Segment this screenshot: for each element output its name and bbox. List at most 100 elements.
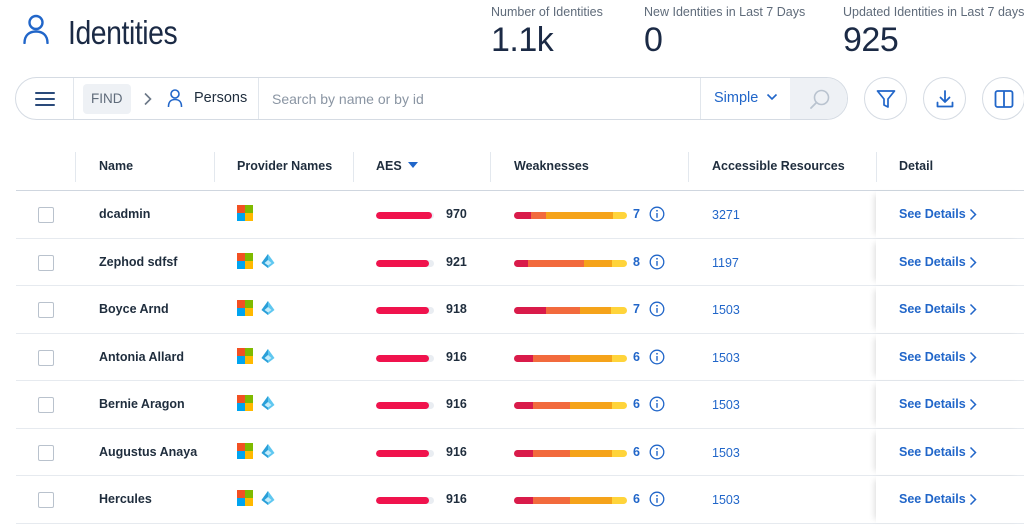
aes-bar-fill [376, 497, 429, 504]
table-row[interactable]: dcadmin 970 7 3271 See Details [16, 191, 1024, 239]
see-details-link[interactable]: See Details [899, 444, 966, 459]
column-header-provider-names[interactable]: Provider Names [237, 159, 333, 173]
aes-score: 916 [446, 349, 467, 364]
info-icon[interactable] [649, 301, 665, 317]
table-row[interactable]: Bernie Aragon 916 6 1503 See Details [16, 381, 1024, 429]
aes-bar-fill [376, 259, 430, 267]
filter-button[interactable] [864, 77, 907, 120]
weakness-segment [514, 449, 534, 457]
see-details-link[interactable]: See Details [899, 492, 966, 506]
stat-value: 1.1k [491, 21, 554, 59]
column-header-weaknesses[interactable]: Weaknesses [514, 159, 589, 173]
see-details-link[interactable]: See Details [899, 207, 966, 221]
menu-button[interactable] [16, 78, 73, 119]
stat-value: 0 [644, 21, 663, 59]
table-row[interactable]: Antonia Allard 916 6 1503 See Details [16, 333, 1024, 381]
chevron-right-icon[interactable] [968, 351, 978, 364]
chevron-right-icon[interactable] [968, 256, 978, 269]
stat-label: Updated Identities in Last 7 days [843, 5, 1024, 19]
see-details-link[interactable]: See Details [899, 349, 966, 364]
row-checkbox[interactable] [38, 444, 54, 461]
weakness-segment [514, 259, 528, 267]
entity-type-label[interactable]: Persons [194, 90, 248, 106]
table-row[interactable]: Augustus Anaya 916 6 1503 See Details [16, 428, 1024, 476]
weakness-count[interactable]: 6 [633, 492, 640, 506]
identity-name[interactable]: Bernie Aragon [99, 397, 185, 411]
info-icon[interactable] [649, 444, 665, 460]
see-details-link[interactable]: See Details [899, 302, 966, 316]
weakness-segment [611, 307, 627, 314]
accessible-resources-link[interactable]: 1197 [712, 255, 739, 270]
column-header-aes[interactable]: AES [376, 159, 418, 173]
weakness-segment [533, 354, 571, 362]
download-button[interactable] [923, 77, 966, 120]
weakness-segment [514, 307, 546, 314]
weakness-count[interactable]: 7 [633, 207, 640, 221]
info-icon[interactable] [649, 254, 665, 270]
info-icon[interactable] [649, 491, 665, 507]
microsoft-icon [237, 347, 253, 364]
chevron-right-icon[interactable] [968, 493, 978, 506]
weakness-count[interactable]: 8 [633, 254, 640, 269]
weakness-count[interactable]: 7 [633, 302, 640, 316]
accessible-resources-link[interactable]: 1503 [712, 303, 740, 317]
identity-name[interactable]: Antonia Allard [99, 349, 184, 364]
search-input[interactable] [260, 78, 700, 119]
identity-name[interactable]: Zephod sdfsf [99, 254, 178, 269]
table-row[interactable]: Zephod sdfsf 921 8 1197 See Details [16, 238, 1024, 286]
columns-button[interactable] [982, 77, 1024, 120]
weakness-count[interactable]: 6 [633, 397, 640, 411]
weakness-segment [570, 354, 613, 362]
see-details-link[interactable]: See Details [899, 254, 966, 269]
identity-name[interactable]: Boyce Arnd [99, 302, 169, 316]
search-mode-select[interactable]: Simple [714, 90, 759, 106]
info-icon[interactable] [649, 206, 665, 222]
accessible-resources-link[interactable]: 1503 [712, 493, 740, 507]
chevron-right-icon[interactable] [968, 446, 978, 459]
azure-ad-icon [261, 253, 275, 268]
chevron-down-icon[interactable] [766, 90, 778, 104]
weakness-segment [533, 449, 571, 457]
row-checkbox[interactable] [38, 397, 54, 413]
row-checkbox[interactable] [38, 492, 54, 508]
weakness-count[interactable]: 6 [633, 349, 640, 364]
table-row[interactable]: Hercules 916 6 1503 See Details [16, 476, 1024, 524]
weakness-bar [514, 212, 627, 219]
aes-score: 916 [446, 397, 467, 411]
identity-name[interactable]: dcadmin [99, 207, 151, 221]
row-checkbox[interactable] [38, 349, 54, 366]
accessible-resources-link[interactable]: 1503 [712, 445, 740, 460]
azure-ad-icon [261, 396, 275, 410]
filter-icon [876, 89, 895, 108]
stat-new-identities: New Identities in Last 7 Days 0 [644, 5, 805, 60]
table-row[interactable]: Boyce Arnd 918 7 1503 See Details [16, 286, 1024, 334]
chevron-right-icon[interactable] [968, 303, 978, 316]
microsoft-icon [237, 252, 253, 269]
weakness-count[interactable]: 6 [633, 444, 640, 459]
aes-score: 970 [446, 207, 467, 221]
accessible-resources-link[interactable]: 1503 [712, 398, 740, 412]
table-header: Name Provider Names AES Weaknesses Acces… [16, 143, 1024, 191]
column-header-name[interactable]: Name [99, 159, 134, 173]
weakness-bar [514, 497, 627, 504]
accessible-resources-link[interactable]: 3271 [712, 208, 740, 222]
info-icon[interactable] [649, 349, 665, 365]
info-icon[interactable] [649, 396, 665, 412]
weakness-segment [612, 259, 627, 267]
row-checkbox[interactable] [38, 207, 54, 223]
identity-name[interactable]: Augustus Anaya [99, 444, 198, 459]
weakness-segment [570, 497, 613, 504]
accessible-resources-link[interactable]: 1503 [712, 350, 740, 365]
weakness-bar [514, 354, 627, 362]
column-header-accessible-resources[interactable]: Accessible Resources [712, 159, 845, 173]
row-checkbox[interactable] [38, 254, 54, 271]
find-chip[interactable]: FIND [83, 84, 131, 114]
provider-icons [237, 252, 276, 269]
see-details-link[interactable]: See Details [899, 397, 966, 411]
identity-name[interactable]: Hercules [99, 492, 152, 506]
weakness-segment [612, 402, 627, 409]
chevron-right-icon[interactable] [968, 398, 978, 411]
row-checkbox[interactable] [38, 302, 54, 318]
chevron-right-icon[interactable] [968, 208, 978, 221]
search-button[interactable] [790, 78, 847, 119]
